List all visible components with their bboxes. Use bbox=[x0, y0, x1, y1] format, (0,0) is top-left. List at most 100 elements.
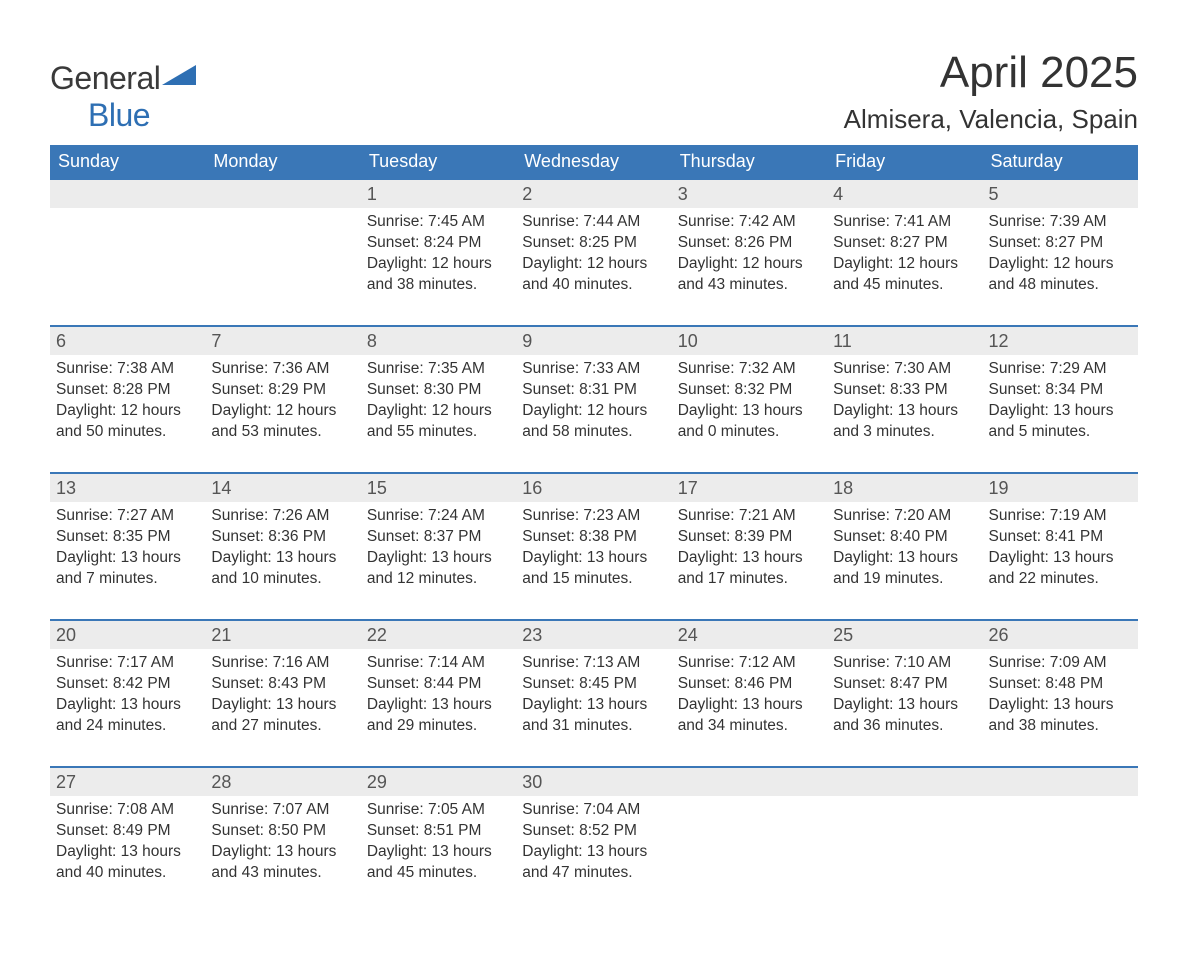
daylight-line: Daylight: 13 hours and 24 minutes. bbox=[56, 695, 199, 737]
daylight-line: Daylight: 13 hours and 40 minutes. bbox=[56, 842, 199, 884]
calendar-day-cell: 22Sunrise: 7:14 AMSunset: 8:44 PMDayligh… bbox=[361, 620, 516, 767]
calendar-day-cell: 21Sunrise: 7:16 AMSunset: 8:43 PMDayligh… bbox=[205, 620, 360, 767]
day-number: 11 bbox=[827, 327, 982, 355]
day-details: Sunrise: 7:04 AMSunset: 8:52 PMDaylight:… bbox=[516, 796, 671, 888]
calendar-day-cell: 24Sunrise: 7:12 AMSunset: 8:46 PMDayligh… bbox=[672, 620, 827, 767]
day-number bbox=[983, 768, 1138, 796]
calendar-day-cell: 13Sunrise: 7:27 AMSunset: 8:35 PMDayligh… bbox=[50, 473, 205, 620]
day-details: Sunrise: 7:19 AMSunset: 8:41 PMDaylight:… bbox=[983, 502, 1138, 594]
daylight-line: Daylight: 12 hours and 53 minutes. bbox=[211, 401, 354, 443]
daylight-line: Daylight: 13 hours and 5 minutes. bbox=[989, 401, 1132, 443]
calendar-day-cell: 7Sunrise: 7:36 AMSunset: 8:29 PMDaylight… bbox=[205, 326, 360, 473]
sunrise-line: Sunrise: 7:35 AM bbox=[367, 359, 510, 380]
sunrise-line: Sunrise: 7:33 AM bbox=[522, 359, 665, 380]
day-number: 3 bbox=[672, 180, 827, 208]
daylight-line: Daylight: 13 hours and 29 minutes. bbox=[367, 695, 510, 737]
daylight-line: Daylight: 12 hours and 50 minutes. bbox=[56, 401, 199, 443]
sunset-line: Sunset: 8:42 PM bbox=[56, 674, 199, 695]
calendar-day-cell: 8Sunrise: 7:35 AMSunset: 8:30 PMDaylight… bbox=[361, 326, 516, 473]
sunset-line: Sunset: 8:28 PM bbox=[56, 380, 199, 401]
calendar-week-row: 1Sunrise: 7:45 AMSunset: 8:24 PMDaylight… bbox=[50, 179, 1138, 326]
sunset-line: Sunset: 8:52 PM bbox=[522, 821, 665, 842]
sunset-line: Sunset: 8:47 PM bbox=[833, 674, 976, 695]
calendar-day-cell: 12Sunrise: 7:29 AMSunset: 8:34 PMDayligh… bbox=[983, 326, 1138, 473]
sunset-line: Sunset: 8:31 PM bbox=[522, 380, 665, 401]
sunrise-line: Sunrise: 7:29 AM bbox=[989, 359, 1132, 380]
day-number: 2 bbox=[516, 180, 671, 208]
day-number: 29 bbox=[361, 768, 516, 796]
col-thursday: Thursday bbox=[672, 145, 827, 179]
sunset-line: Sunset: 8:45 PM bbox=[522, 674, 665, 695]
calendar-day-cell: 28Sunrise: 7:07 AMSunset: 8:50 PMDayligh… bbox=[205, 767, 360, 913]
day-number: 14 bbox=[205, 474, 360, 502]
calendar-body: 1Sunrise: 7:45 AMSunset: 8:24 PMDaylight… bbox=[50, 179, 1138, 913]
day-details: Sunrise: 7:38 AMSunset: 8:28 PMDaylight:… bbox=[50, 355, 205, 447]
calendar-day-cell: 30Sunrise: 7:04 AMSunset: 8:52 PMDayligh… bbox=[516, 767, 671, 913]
calendar-week-row: 6Sunrise: 7:38 AMSunset: 8:28 PMDaylight… bbox=[50, 326, 1138, 473]
calendar-day-cell: 20Sunrise: 7:17 AMSunset: 8:42 PMDayligh… bbox=[50, 620, 205, 767]
day-details: Sunrise: 7:17 AMSunset: 8:42 PMDaylight:… bbox=[50, 649, 205, 741]
sunset-line: Sunset: 8:39 PM bbox=[678, 527, 821, 548]
day-details: Sunrise: 7:08 AMSunset: 8:49 PMDaylight:… bbox=[50, 796, 205, 888]
sunset-line: Sunset: 8:50 PM bbox=[211, 821, 354, 842]
sunrise-line: Sunrise: 7:27 AM bbox=[56, 506, 199, 527]
daylight-line: Daylight: 12 hours and 45 minutes. bbox=[833, 254, 976, 296]
sunset-line: Sunset: 8:24 PM bbox=[367, 233, 510, 254]
sunset-line: Sunset: 8:37 PM bbox=[367, 527, 510, 548]
sunrise-line: Sunrise: 7:13 AM bbox=[522, 653, 665, 674]
day-number: 28 bbox=[205, 768, 360, 796]
calendar-day-cell bbox=[983, 767, 1138, 913]
daylight-line: Daylight: 13 hours and 45 minutes. bbox=[367, 842, 510, 884]
sunrise-line: Sunrise: 7:44 AM bbox=[522, 212, 665, 233]
sunset-line: Sunset: 8:27 PM bbox=[833, 233, 976, 254]
day-details: Sunrise: 7:26 AMSunset: 8:36 PMDaylight:… bbox=[205, 502, 360, 594]
calendar-day-cell: 4Sunrise: 7:41 AMSunset: 8:27 PMDaylight… bbox=[827, 179, 982, 326]
sunrise-line: Sunrise: 7:30 AM bbox=[833, 359, 976, 380]
sunset-line: Sunset: 8:35 PM bbox=[56, 527, 199, 548]
calendar-day-cell bbox=[827, 767, 982, 913]
daylight-line: Daylight: 13 hours and 31 minutes. bbox=[522, 695, 665, 737]
day-number: 22 bbox=[361, 621, 516, 649]
day-number bbox=[50, 180, 205, 208]
calendar-day-cell bbox=[205, 179, 360, 326]
sunrise-line: Sunrise: 7:38 AM bbox=[56, 359, 199, 380]
daylight-line: Daylight: 12 hours and 58 minutes. bbox=[522, 401, 665, 443]
day-details: Sunrise: 7:16 AMSunset: 8:43 PMDaylight:… bbox=[205, 649, 360, 741]
day-details: Sunrise: 7:33 AMSunset: 8:31 PMDaylight:… bbox=[516, 355, 671, 447]
calendar-day-cell bbox=[672, 767, 827, 913]
calendar-day-cell: 23 Sunrise: 7:13 AMSunset: 8:45 PMDayligh… bbox=[516, 620, 671, 767]
sunset-line: Sunset: 8:33 PM bbox=[833, 380, 976, 401]
day-number: 6 bbox=[50, 327, 205, 355]
calendar-day-cell: 11Sunrise: 7:30 AMSunset: 8:33 PMDayligh… bbox=[827, 326, 982, 473]
day-details: Sunrise: 7:12 AMSunset: 8:46 PMDaylight:… bbox=[672, 649, 827, 741]
day-number: 23 bbox=[516, 621, 671, 649]
daylight-line: Daylight: 13 hours and 7 minutes. bbox=[56, 548, 199, 590]
sunrise-line: Sunrise: 7:12 AM bbox=[678, 653, 821, 674]
sunset-line: Sunset: 8:32 PM bbox=[678, 380, 821, 401]
logo-triangle-icon bbox=[162, 56, 196, 93]
sunset-line: Sunset: 8:25 PM bbox=[522, 233, 665, 254]
calendar-week-row: 27Sunrise: 7:08 AMSunset: 8:49 PMDayligh… bbox=[50, 767, 1138, 913]
sunset-line: Sunset: 8:30 PM bbox=[367, 380, 510, 401]
daylight-line: Daylight: 13 hours and 34 minutes. bbox=[678, 695, 821, 737]
sunset-line: Sunset: 8:44 PM bbox=[367, 674, 510, 695]
sunset-line: Sunset: 8:27 PM bbox=[989, 233, 1132, 254]
sunrise-line: Sunrise: 7:24 AM bbox=[367, 506, 510, 527]
sunrise-line: Sunrise: 7:45 AM bbox=[367, 212, 510, 233]
daylight-line: Daylight: 13 hours and 36 minutes. bbox=[833, 695, 976, 737]
day-number: 20 bbox=[50, 621, 205, 649]
calendar-day-cell: 5Sunrise: 7:39 AMSunset: 8:27 PMDaylight… bbox=[983, 179, 1138, 326]
day-details: Sunrise: 7:39 AMSunset: 8:27 PMDaylight:… bbox=[983, 208, 1138, 300]
daylight-line: Daylight: 13 hours and 38 minutes. bbox=[989, 695, 1132, 737]
sunset-line: Sunset: 8:41 PM bbox=[989, 527, 1132, 548]
col-saturday: Saturday bbox=[983, 145, 1138, 179]
sunrise-line: Sunrise: 7:07 AM bbox=[211, 800, 354, 821]
location-subtitle: Almisera, Valencia, Spain bbox=[844, 104, 1138, 135]
sunrise-line: Sunrise: 7:21 AM bbox=[678, 506, 821, 527]
sunrise-line: Sunrise: 7:23 AM bbox=[522, 506, 665, 527]
day-number: 5 bbox=[983, 180, 1138, 208]
calendar-day-cell: 29Sunrise: 7:05 AMSunset: 8:51 PMDayligh… bbox=[361, 767, 516, 913]
day-details: Sunrise: 7:09 AMSunset: 8:48 PMDaylight:… bbox=[983, 649, 1138, 741]
day-number: 24 bbox=[672, 621, 827, 649]
month-title: April 2025 bbox=[844, 48, 1138, 98]
